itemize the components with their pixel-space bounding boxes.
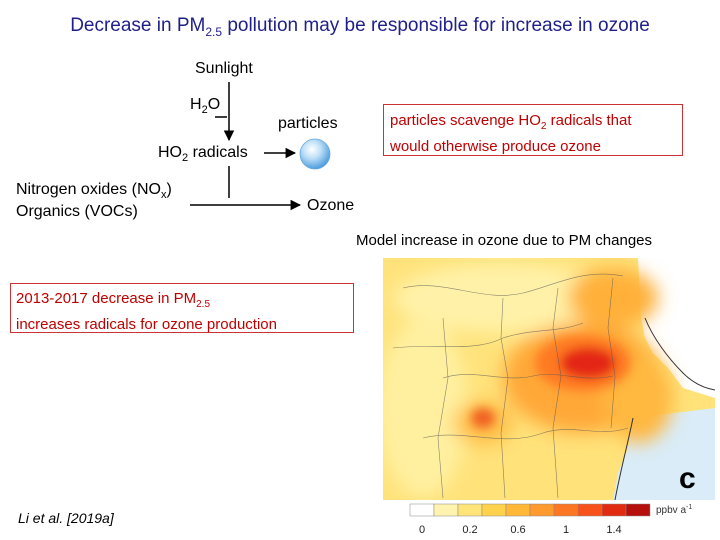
citation: Li et al. [2019a] <box>18 510 114 526</box>
pm-decrease-note-box: 2013-2017 decrease in PM2.5 increases ra… <box>10 283 354 333</box>
ozone-change-map: c <box>383 258 715 500</box>
colorbar-cell <box>481 503 507 517</box>
nox-label: Nitrogen oxides (NOx) <box>16 181 172 202</box>
colorbar-cell <box>601 503 627 517</box>
map-hotspot-sichuan <box>471 408 495 428</box>
pm-note-line2: increases radicals for ozone production <box>16 316 277 333</box>
sunlight-label: Sunlight <box>195 60 253 77</box>
vocs-label: Organics (VOCs) <box>16 203 138 220</box>
particle-sphere <box>299 138 331 170</box>
scavenge-note-line1: particles scavenge HO2 radicals that <box>390 112 632 132</box>
colorbar-units: ppbv a-1 <box>656 504 692 516</box>
map-field-orange-north <box>568 268 658 328</box>
scavenge-note-line2: would otherwise produce ozone <box>390 138 601 155</box>
map-colorbar: 0 0.2 0.6 1 1.4 ppbv a-1 <box>409 503 692 536</box>
colorbar-cell <box>433 503 459 517</box>
colorbar-tick-label: 0.2 <box>462 524 477 536</box>
colorbar-cell <box>577 503 603 517</box>
colorbar-cell <box>625 503 651 517</box>
ozone-label: Ozone <box>307 197 355 214</box>
particles-label: particles <box>278 115 338 132</box>
colorbar-cell <box>505 503 531 517</box>
colorbar-tick-label: 1.4 <box>606 524 621 536</box>
map-hotspot-north-china <box>560 347 616 379</box>
ho2-radicals-label: HO2 radicals <box>158 144 248 165</box>
slide-title: Decrease in PM2.5 pollution may be respo… <box>70 15 650 39</box>
h2o-label: H2O <box>190 96 221 117</box>
colorbar-cell <box>457 503 483 517</box>
colorbar-tick-label: 0 <box>419 524 425 536</box>
pm-note-line1: 2013-2017 decrease in PM2.5 <box>16 290 211 310</box>
colorbar-cell <box>409 503 435 517</box>
map-caption: Model increase in ozone due to PM change… <box>356 232 653 249</box>
colorbar-cell <box>553 503 579 517</box>
scavenge-note-box: particles scavenge HO2 radicals that wou… <box>383 104 683 156</box>
map-panel-label: c <box>679 462 696 495</box>
colorbar-tick-label: 1 <box>563 524 569 536</box>
colorbar-cell <box>529 503 555 517</box>
colorbar-tick-label: 0.6 <box>510 524 525 536</box>
